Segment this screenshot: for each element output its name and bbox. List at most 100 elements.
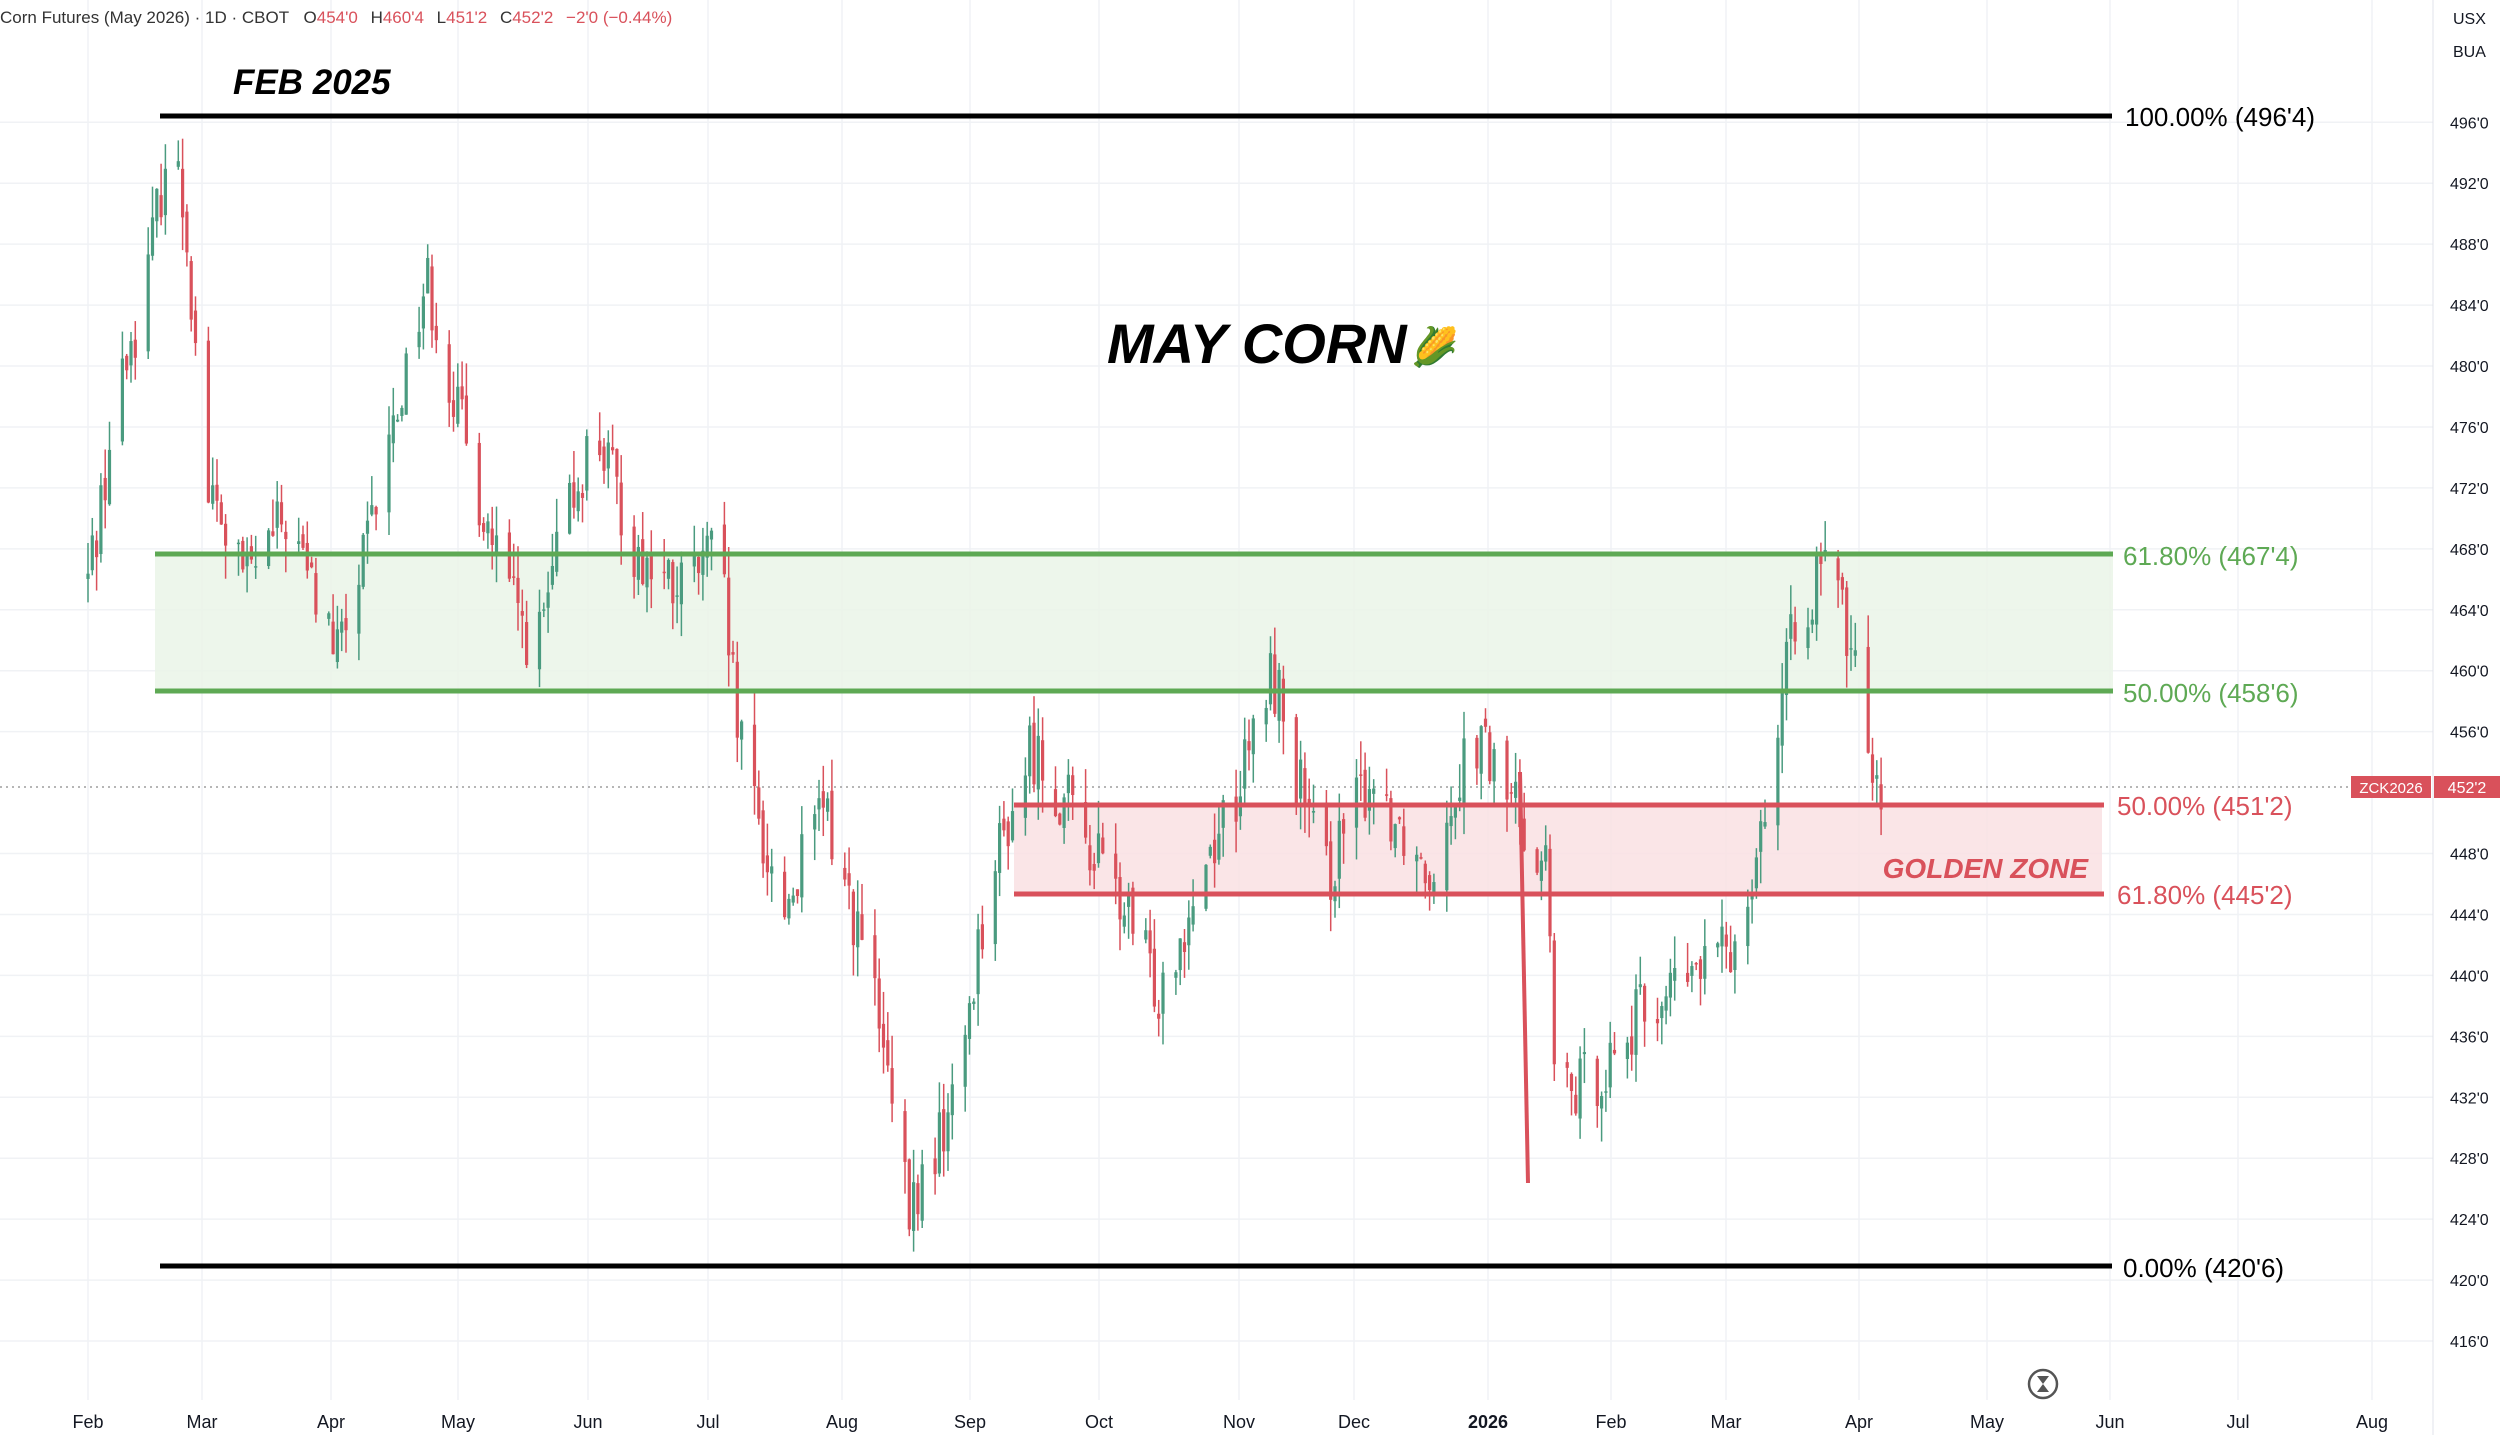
candle-body	[727, 577, 731, 656]
candle-body	[752, 724, 757, 787]
candle-body	[722, 524, 726, 575]
candle-body	[224, 523, 228, 546]
candle-body	[903, 1111, 907, 1162]
candle-body	[937, 1112, 941, 1174]
red-fib-zone	[1014, 805, 2102, 894]
candle-body	[391, 415, 395, 444]
candle-body	[830, 790, 834, 860]
candle-body	[95, 540, 99, 558]
header-legend: Corn Futures (May 2026) · 1D · CBOT O454…	[0, 8, 672, 27]
candle-body	[881, 1023, 886, 1048]
fib-label-618-green: 61.80% (467'4)	[2123, 541, 2299, 571]
candles-group	[86, 138, 1883, 1252]
candle-body	[1208, 846, 1212, 856]
candle-body	[1475, 737, 1479, 769]
time-axis-label: Nov	[1223, 1412, 1255, 1432]
candle-body	[757, 787, 761, 819]
candle-body	[993, 871, 997, 945]
candle-body	[477, 442, 481, 526]
candle-body	[740, 721, 744, 740]
candle-body	[1733, 941, 1737, 970]
candle-body	[1161, 972, 1165, 1014]
high-value: 460'4	[383, 8, 424, 27]
candle-body	[327, 613, 331, 619]
candle-body	[305, 542, 309, 571]
time-axis-labels: Feb Mar Apr May Jun Jul Aug Sep Oct Nov Dec 2026 Feb…	[72, 1412, 2388, 1432]
price-axis-label: 464'0	[2450, 603, 2489, 620]
candle-body	[1367, 789, 1371, 811]
candle-body	[1096, 833, 1101, 864]
candle-body	[873, 935, 877, 979]
time-axis-label: Apr	[317, 1412, 345, 1432]
currency-usx: USX	[2453, 11, 2486, 28]
horizontal-grid	[0, 121, 2433, 1342]
open-value: 454'0	[317, 8, 358, 27]
candle-body	[1716, 943, 1720, 948]
price-axis-label: 492'0	[2450, 176, 2489, 193]
candle-body	[645, 557, 649, 588]
candle-body	[1522, 818, 1526, 851]
candle-body	[99, 485, 103, 555]
candle-body	[998, 823, 1002, 873]
candle-body	[963, 1034, 967, 1087]
change-value: −2'0 (−0.44%)	[566, 8, 672, 27]
candle-body	[176, 161, 180, 167]
candle-body	[211, 485, 215, 504]
low-label: L	[437, 8, 446, 27]
candle-body	[942, 1109, 946, 1152]
candle-body	[516, 577, 520, 604]
symbol-tag	[2351, 776, 2431, 798]
candle-body	[765, 855, 769, 873]
candle-body	[125, 355, 129, 371]
candle-body	[912, 1182, 916, 1231]
candle-body	[1875, 775, 1879, 779]
clock-icon[interactable]	[2027, 1368, 2059, 1400]
green-fib-zone	[155, 554, 2113, 691]
candle-body	[1294, 717, 1298, 804]
candle-body	[464, 395, 468, 444]
gap-drop-line	[1518, 771, 1530, 1184]
candle-body	[1234, 796, 1238, 822]
candle-body	[856, 911, 860, 948]
time-axis-label: Jun	[573, 1412, 602, 1432]
candle-body	[482, 523, 486, 532]
candle-body	[1303, 768, 1307, 808]
candle-body	[310, 562, 314, 568]
fib-label-50-red: 50.00% (451'2)	[2117, 791, 2293, 821]
price-axis-label: 436'0	[2450, 1029, 2489, 1046]
candle-body	[1010, 811, 1015, 841]
candle-body	[1483, 718, 1488, 727]
price-axis-label: 444'0	[2450, 907, 2489, 924]
time-axis-label: Mar	[187, 1412, 218, 1432]
candle-body	[731, 652, 735, 655]
candle-body	[494, 535, 499, 554]
time-axis-label: Feb	[1595, 1412, 1626, 1432]
candle-body	[1187, 917, 1191, 946]
candle-body	[615, 448, 619, 477]
candle-body	[1870, 754, 1875, 783]
candle-body	[813, 814, 817, 830]
candle-body	[1088, 845, 1092, 871]
candle-body	[404, 353, 408, 415]
candle-body	[451, 400, 456, 417]
candle-body	[550, 565, 554, 585]
candle-body	[636, 546, 640, 580]
candle-body	[1402, 826, 1406, 856]
candle-body	[851, 891, 855, 946]
candle-body	[1221, 800, 1225, 828]
currency-box[interactable]	[2442, 3, 2498, 67]
candle-body	[374, 506, 378, 515]
candle-body	[1032, 722, 1036, 785]
candle-body	[671, 562, 675, 604]
fib-label-0: 0.00% (420'6)	[2123, 1253, 2284, 1283]
candle-body	[159, 195, 163, 218]
time-axis-label: Jul	[2226, 1412, 2249, 1432]
candle-body	[1062, 797, 1066, 828]
candle-body	[1423, 863, 1427, 884]
candle-body	[580, 493, 585, 498]
candle-body	[1152, 948, 1156, 1007]
candle-body	[843, 867, 847, 880]
candle-body	[705, 535, 709, 558]
time-axis-label: Aug	[2356, 1412, 2388, 1432]
